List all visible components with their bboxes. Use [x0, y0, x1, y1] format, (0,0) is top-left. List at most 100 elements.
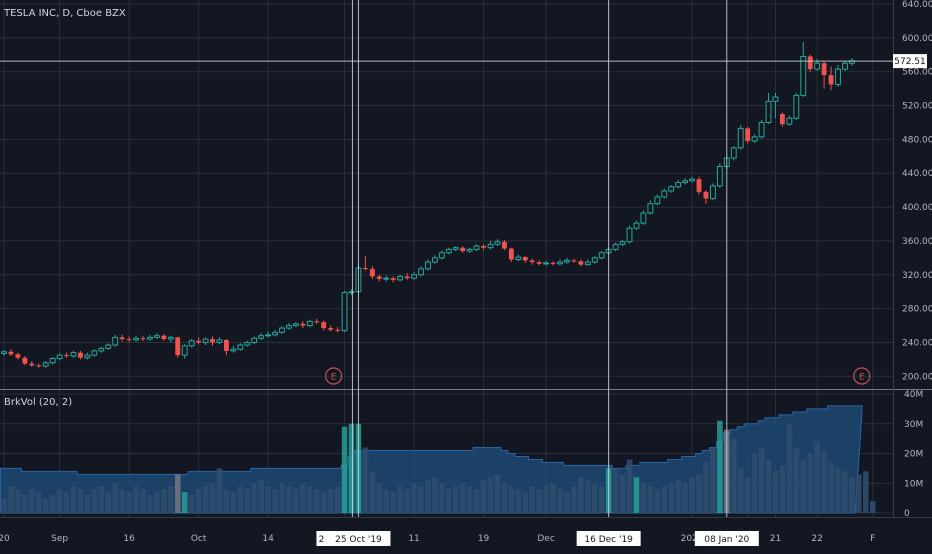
- earnings-marker[interactable]: [853, 367, 871, 385]
- candle-body: [821, 63, 827, 76]
- price-tick-label[interactable]: 560.00: [902, 68, 932, 78]
- candle-body: [543, 262, 550, 265]
- symbol-title[interactable]: TESLA INC, D, Cboe BZX: [4, 8, 126, 19]
- price-tick-label[interactable]: 520.00: [902, 102, 932, 112]
- earnings-marker[interactable]: [325, 367, 343, 385]
- candle-body: [835, 68, 841, 85]
- earnings-marker-label[interactable]: E: [331, 373, 337, 383]
- time-tick-label[interactable]: 16: [123, 534, 135, 544]
- time-tick-label[interactable]: 20: [0, 534, 10, 544]
- candle-body: [147, 336, 153, 340]
- volume-bar: [772, 471, 779, 513]
- candle-body: [807, 56, 813, 70]
- candle-body: [78, 352, 83, 358]
- volume-bar: [251, 483, 257, 513]
- volume-bar: [564, 492, 570, 513]
- volume-bar: [279, 483, 285, 513]
- candle-body: [758, 121, 765, 138]
- date-badge[interactable]: [326, 531, 391, 546]
- date-badge-prefix[interactable]: 2: [319, 535, 325, 545]
- date-badge-label[interactable]: 08 Jan '20: [704, 535, 749, 545]
- price-tick-label[interactable]: 440.00: [902, 169, 932, 179]
- price-tick-label[interactable]: 280.00: [902, 305, 932, 315]
- volume-bar: [56, 489, 63, 513]
- volume-bar: [571, 486, 577, 513]
- volume-bar: [793, 447, 800, 513]
- time-tick-label[interactable]: 2020: [681, 534, 704, 544]
- volume-tick-label[interactable]: 10M: [904, 479, 923, 489]
- price-tick-label[interactable]: 360.00: [902, 237, 932, 247]
- time-tick-label[interactable]: F: [870, 534, 875, 544]
- volume-tick-label[interactable]: 20M: [904, 450, 923, 460]
- volume-bar: [529, 486, 535, 513]
- volume-bar: [835, 468, 841, 513]
- volume-bar: [418, 486, 424, 513]
- volume-tick-label[interactable]: 40M: [904, 390, 923, 400]
- volume-bar: [800, 459, 807, 513]
- candle-body: [42, 362, 49, 367]
- price-tick-label[interactable]: 200.00: [902, 372, 932, 382]
- time-tick-label[interactable]: Dec: [537, 534, 554, 544]
- volume-bar: [466, 486, 473, 513]
- candle-body: [779, 114, 785, 125]
- price-tick-label[interactable]: 320.00: [902, 271, 932, 281]
- price-tick-label[interactable]: 240.00: [902, 338, 932, 348]
- volume-tick-label[interactable]: 0: [904, 509, 910, 519]
- date-badge-prefix-box[interactable]: [316, 531, 327, 546]
- price-tick-label[interactable]: 600.00: [902, 34, 932, 44]
- date-badge-label[interactable]: 25 Oct '19: [335, 535, 382, 545]
- volume-bar: [439, 483, 445, 513]
- candle-body: [709, 185, 716, 200]
- candle-body: [814, 62, 821, 70]
- time-tick-label[interactable]: 22: [811, 534, 822, 544]
- volume-bar: [446, 489, 452, 513]
- volume-tick-label[interactable]: 30M: [904, 420, 923, 430]
- time-tick-label[interactable]: Oct: [191, 534, 207, 544]
- volume-bar: [147, 495, 153, 513]
- candle-body: [91, 350, 98, 356]
- candle-body: [578, 261, 584, 265]
- volume-bar: [307, 486, 313, 513]
- volume-bar: [730, 438, 737, 513]
- candle-body: [292, 323, 299, 327]
- time-tick-label[interactable]: 21: [770, 534, 781, 544]
- time-tick-label[interactable]: 11: [408, 534, 419, 544]
- volume-bar: [327, 489, 334, 513]
- volume-bar: [390, 492, 396, 513]
- price-badge-label[interactable]: 572.51: [894, 57, 926, 67]
- candle-body: [188, 340, 195, 347]
- indicator-title[interactable]: BrkVol (20, 2): [4, 397, 73, 408]
- time-tick-label[interactable]: 14: [262, 534, 274, 544]
- price-tick-label[interactable]: 400.00: [902, 203, 932, 213]
- candle-body: [153, 335, 160, 338]
- volume-bar: [626, 459, 633, 513]
- date-badge[interactable]: [576, 531, 641, 546]
- date-badge-label[interactable]: 16 Dec '19: [584, 535, 633, 545]
- volume-bar: [63, 492, 70, 513]
- volume-bar: [202, 486, 209, 513]
- price-badge[interactable]: [893, 54, 927, 69]
- price-tick-label[interactable]: 640.00: [902, 0, 932, 10]
- candle-body: [828, 75, 834, 85]
- date-badge[interactable]: [694, 531, 759, 546]
- time-tick-label[interactable]: Sep: [51, 534, 68, 544]
- candle-body: [126, 339, 132, 341]
- earnings-marker-label[interactable]: E: [859, 373, 865, 383]
- time-tick-label[interactable]: 19: [478, 534, 490, 544]
- volume-bar: [786, 423, 793, 513]
- volume-bar: [272, 489, 278, 513]
- candle-body: [8, 351, 14, 355]
- volume-bar: [432, 477, 438, 513]
- volume-bar: [105, 492, 112, 513]
- price-tick-label[interactable]: 480.00: [902, 135, 932, 145]
- volume-bar: [765, 459, 772, 513]
- candle-body: [668, 186, 675, 192]
- candle-body: [842, 62, 848, 70]
- volume-bar: [682, 483, 688, 513]
- candle-body: [772, 96, 779, 102]
- volume-bar: [91, 489, 98, 513]
